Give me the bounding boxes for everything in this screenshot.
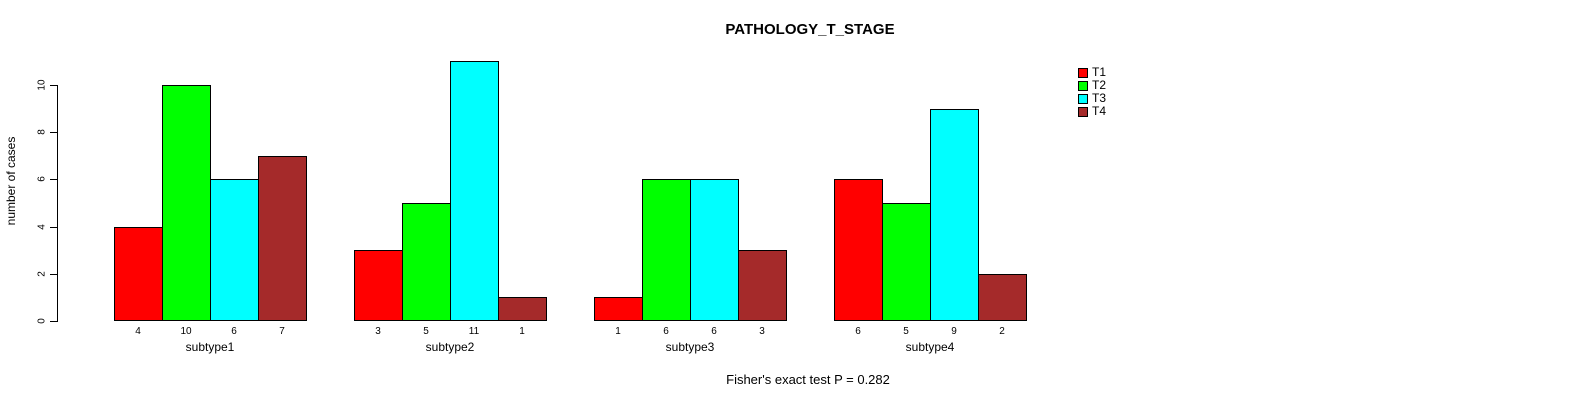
y-tick-label: 6 [36,176,48,182]
x-category-label: subtype2 [425,340,475,354]
chart-title: PATHOLOGY_T_STAGE [725,21,895,38]
bar-value-label: 6 [711,326,717,337]
bar-t4-subtype1 [258,156,307,321]
y-tick-mark [50,274,57,275]
x-category-label: subtype1 [185,340,235,354]
bar-value-label: 3 [759,326,765,337]
legend-item-t1: T1 [1078,66,1106,79]
bar-value-label: 1 [519,326,525,337]
legend-swatch-t3 [1078,93,1088,104]
legend-label: T3 [1092,91,1107,105]
y-tick-label: 4 [36,224,48,230]
bar-value-label: 6 [855,326,861,337]
legend-swatch-t2 [1078,80,1088,91]
bar-value-label: 1 [615,326,621,337]
y-tick-label: 0 [36,318,48,324]
legend-swatch-t4 [1078,106,1088,117]
legend-label: T2 [1092,78,1107,92]
bar-t3-subtype1 [210,179,259,321]
y-tick-mark [50,227,57,228]
y-axis-line [57,85,58,322]
bar-value-label: 10 [180,326,192,337]
y-tick-label: 2 [36,271,48,277]
bar-t1-subtype3 [594,297,643,321]
bar-t1-subtype2 [354,250,403,321]
bar-value-label: 3 [375,326,381,337]
bar-t1-subtype1 [114,227,163,321]
legend-label: T1 [1092,65,1107,79]
bar-value-label: 7 [279,326,285,337]
y-tick-mark [50,85,57,86]
bar-t4-subtype2 [498,297,547,321]
bar-t3-subtype3 [690,179,739,321]
y-tick-mark [50,321,57,322]
bar-value-label: 4 [135,326,141,337]
legend-item-t3: T3 [1078,92,1106,105]
bar-value-label: 6 [663,326,669,337]
legend-label: T4 [1092,104,1107,118]
legend-item-t4: T4 [1078,105,1106,118]
bar-value-label: 9 [951,326,957,337]
bar-value-label: 2 [999,326,1005,337]
y-tick-mark [50,132,57,133]
bar-t2-subtype1 [162,85,211,321]
stat-annotation: Fisher's exact test P = 0.282 [726,372,890,387]
bar-t2-subtype3 [642,179,691,321]
bar-t4-subtype3 [738,250,787,321]
bar-value-label: 11 [468,326,480,337]
legend: T1 T2 T3 T4 [1078,66,1106,118]
bar-t3-subtype4 [930,109,979,321]
bar-t4-subtype4 [978,274,1027,321]
legend-swatch-t1 [1078,67,1088,78]
bar-t2-subtype2 [402,203,451,321]
bar-value-label: 5 [903,326,909,337]
bar-t2-subtype4 [882,203,931,321]
bar-value-label: 5 [423,326,429,337]
y-tick-mark [50,179,57,180]
bar-t3-subtype2 [450,61,499,321]
bar-t1-subtype4 [834,179,883,321]
y-tick-label: 10 [36,79,48,91]
y-tick-label: 8 [36,129,48,135]
legend-item-t2: T2 [1078,79,1106,92]
bar-value-label: 6 [231,326,237,337]
x-category-label: subtype3 [665,340,715,354]
y-axis-label: number of cases [4,136,18,226]
x-category-label: subtype4 [905,340,955,354]
